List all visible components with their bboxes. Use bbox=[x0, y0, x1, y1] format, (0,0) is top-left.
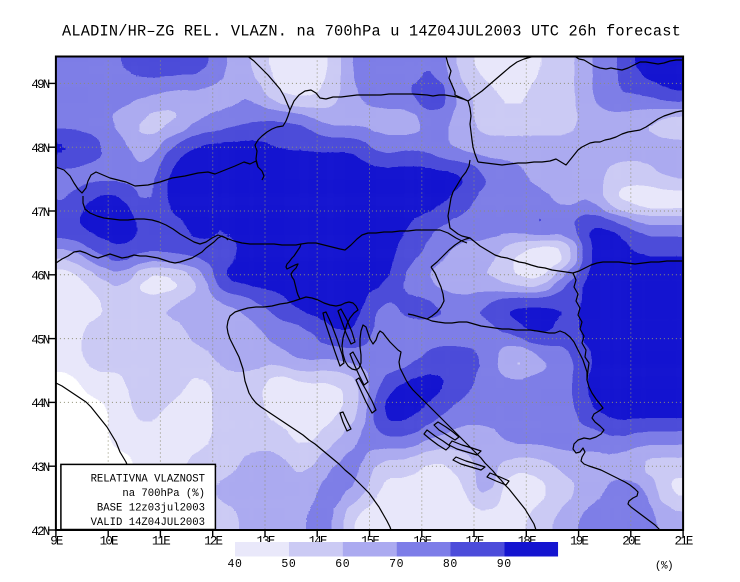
svg-text:VALID 14Z04JUL2003: VALID 14Z04JUL2003 bbox=[91, 517, 205, 529]
svg-text:90: 90 bbox=[497, 558, 512, 571]
svg-text:40: 40 bbox=[227, 558, 242, 571]
svg-text:42N: 42N bbox=[31, 525, 49, 539]
svg-text:11E: 11E bbox=[152, 535, 170, 549]
svg-text:48N: 48N bbox=[31, 142, 49, 156]
svg-text:44N: 44N bbox=[31, 397, 49, 411]
svg-text:47N: 47N bbox=[31, 206, 49, 220]
svg-text:10E: 10E bbox=[100, 535, 118, 549]
svg-text:RELATIVNA VLAZNOST: RELATIVNA VLAZNOST bbox=[91, 474, 205, 486]
svg-text:70: 70 bbox=[389, 558, 404, 571]
svg-text:9E: 9E bbox=[50, 535, 63, 549]
svg-text:na 700hPa (%): na 700hPa (%) bbox=[122, 488, 205, 500]
svg-text:80: 80 bbox=[443, 558, 458, 571]
svg-text:50: 50 bbox=[281, 558, 296, 571]
svg-text:21E: 21E bbox=[675, 535, 693, 549]
svg-text:49N: 49N bbox=[31, 78, 49, 92]
svg-text:(%): (%) bbox=[655, 561, 673, 573]
svg-text:45N: 45N bbox=[31, 333, 49, 347]
svg-text:ALADIN/HR–ZG REL. VLAZN. na 70: ALADIN/HR–ZG REL. VLAZN. na 700hPa u 14Z… bbox=[62, 23, 681, 41]
svg-text:19E: 19E bbox=[570, 535, 588, 549]
svg-text:43N: 43N bbox=[31, 461, 49, 475]
svg-text:20E: 20E bbox=[622, 535, 640, 549]
svg-text:60: 60 bbox=[335, 558, 350, 571]
svg-text:BASE 12z03jul2003: BASE 12z03jul2003 bbox=[97, 503, 205, 515]
svg-text:12E: 12E bbox=[204, 535, 222, 549]
svg-text:46N: 46N bbox=[31, 270, 49, 284]
